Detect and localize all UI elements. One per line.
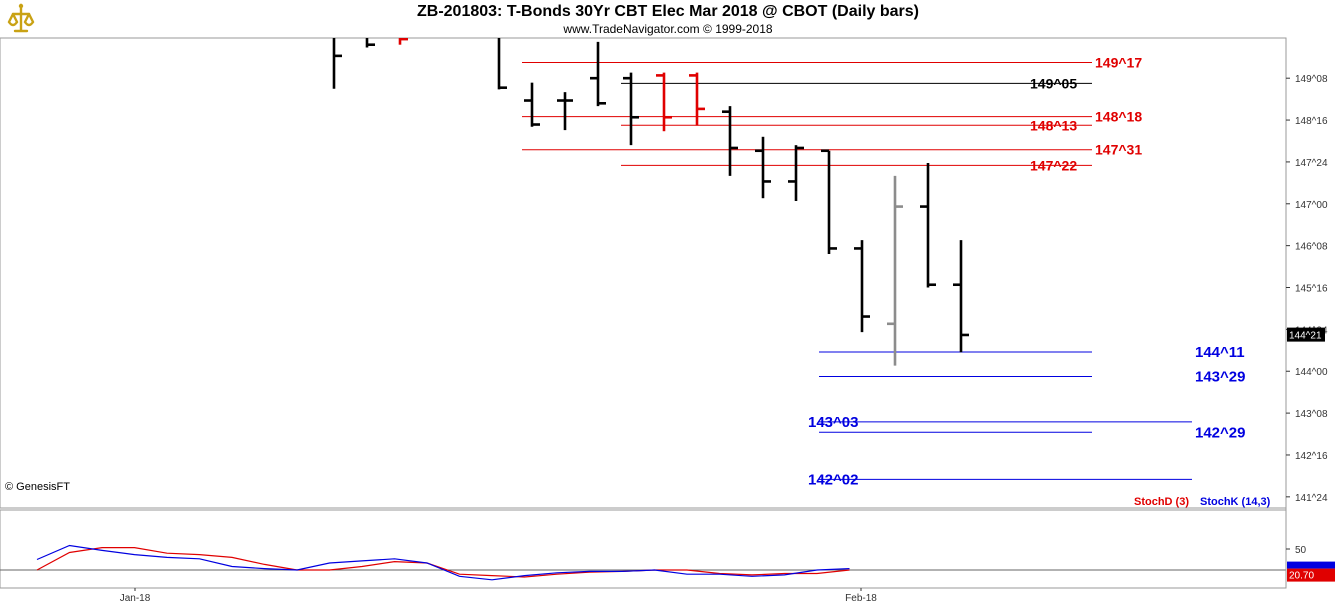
copyright-notice: © GenesisFT [5, 481, 70, 493]
price-tick-label: 147^24 [1295, 158, 1328, 169]
level-label: 144^11 [1195, 344, 1245, 361]
last-price-label: 144^21 [1289, 331, 1322, 342]
level-label: 148^13 [1030, 117, 1077, 133]
ohlc-bar [920, 163, 936, 288]
price-tick-label: 144^00 [1295, 367, 1328, 378]
trade-navigator-logo-icon [4, 2, 38, 36]
stoch-k-marker [1287, 561, 1335, 569]
stoch-d-legend: StochD (3) [1134, 496, 1189, 508]
ohlc-bar [788, 145, 804, 201]
chart-subtitle: www.TradeNavigator.com © 1999-2018 [563, 22, 773, 36]
price-axis[interactable]: 149^08 148^16 147^24 147^00 146^08 145^16 144^… [1285, 38, 1336, 588]
stoch-k-legend: StochK (14,3) [1200, 496, 1271, 508]
price-pane[interactable]: 149^17 149^05 148^18 148^13 147^31 147^22 144^… [0, 8, 1287, 509]
stochastic-pane[interactable] [0, 509, 1287, 589]
last-price-marker [1287, 327, 1325, 342]
ohlc-bar [821, 149, 837, 255]
time-tick-label: Feb-18 [845, 593, 877, 604]
ohlc-bar [887, 175, 903, 366]
price-tick-label: 145^16 [1295, 284, 1328, 295]
stoch-pane-frame [0, 509, 1287, 589]
ohlc-bar [689, 72, 705, 126]
level-label: 143^03 [808, 414, 858, 431]
stoch-last-value: 20.70 [1289, 571, 1314, 582]
level-label: 142^29 [1195, 424, 1245, 441]
stoch-series-line [36, 544, 850, 581]
ohlc-bar [656, 72, 672, 132]
ohlc-bar [557, 92, 573, 131]
price-tick-label: 146^08 [1295, 242, 1328, 253]
level-label: 149^17 [1095, 54, 1142, 70]
ohlc-bar [623, 72, 639, 146]
price-tick-label: 142^16 [1295, 451, 1328, 462]
price-pane-frame [0, 37, 1287, 509]
price-tick-label: 148^16 [1295, 116, 1328, 127]
stoch-d-marker [1287, 568, 1335, 582]
ohlc-bar [854, 240, 870, 333]
stoch-tick-label: 50 [1295, 545, 1307, 556]
ohlc-bar [332, 38, 342, 89]
ohlc-bar [365, 38, 375, 48]
ohlc-bar [755, 136, 771, 199]
ohlc-bar [524, 82, 540, 127]
price-tick-label: 143^08 [1295, 409, 1328, 420]
level-label: 147^22 [1030, 157, 1077, 173]
price-tick-label: 147^00 [1295, 200, 1328, 211]
level-label: 149^05 [1030, 75, 1077, 91]
ohlc-bar [722, 106, 738, 176]
ohlc-bar [953, 240, 969, 353]
level-label: 148^18 [1095, 109, 1142, 125]
time-tick-label: Jan-18 [120, 593, 151, 604]
level-label: 147^31 [1095, 142, 1142, 158]
price-axis-bg [1286, 38, 1336, 588]
chart-title: ZB-201803: T-Bonds 30Yr CBT Elec Mar 201… [417, 3, 919, 20]
ohlc-bar [590, 41, 606, 107]
price-tick-label: 141^24 [1295, 493, 1328, 504]
level-label: 143^29 [1195, 368, 1245, 385]
ohlc-bar [497, 38, 507, 90]
price-tick-label: 149^08 [1295, 74, 1328, 85]
chart-header: ZB-201803: T-Bonds 30Yr CBT Elec Mar 201… [0, 0, 1336, 38]
level-label: 142^02 [808, 471, 858, 488]
ohlc-bar [398, 38, 408, 45]
time-axis: Jan-18 Feb-18 [120, 588, 877, 604]
price-content [332, 38, 1192, 480]
stoch-series-line [36, 546, 850, 578]
